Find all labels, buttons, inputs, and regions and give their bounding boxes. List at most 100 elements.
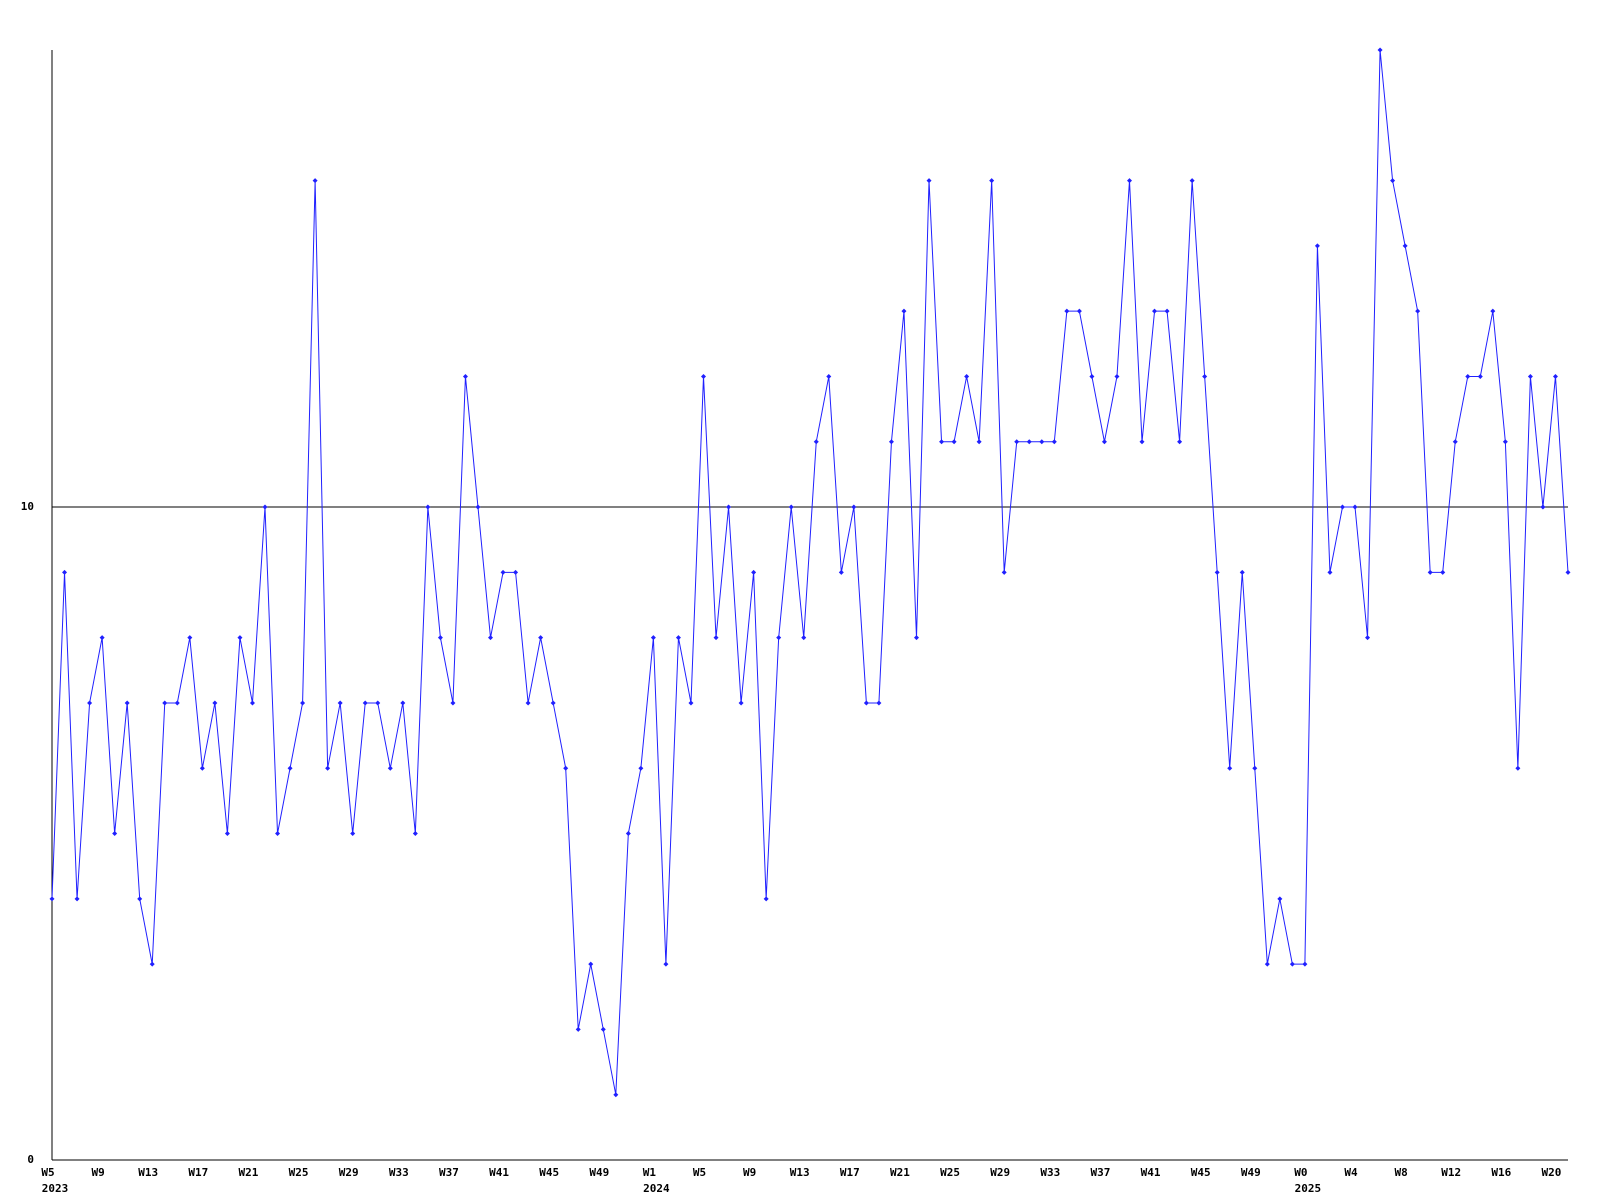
point-marker xyxy=(1515,765,1521,771)
y-tick-label: 0 xyxy=(27,1153,34,1166)
x-tick-label: W17 xyxy=(840,1166,860,1179)
point-marker xyxy=(1051,439,1057,445)
point-marker xyxy=(1214,569,1220,575)
point-marker xyxy=(1302,961,1308,967)
x-tick-label: W8 xyxy=(1394,1166,1407,1179)
point-marker xyxy=(450,700,456,706)
point-marker xyxy=(1252,765,1258,771)
point-marker xyxy=(287,765,293,771)
point-marker xyxy=(137,896,143,902)
point-marker xyxy=(1014,439,1020,445)
point-marker xyxy=(187,635,193,641)
point-marker xyxy=(325,765,331,771)
point-marker xyxy=(513,569,519,575)
point-marker xyxy=(62,569,68,575)
point-marker xyxy=(1540,504,1546,510)
point-marker xyxy=(1001,569,1007,575)
point-marker xyxy=(600,1026,606,1032)
point-marker xyxy=(550,700,556,706)
point-marker xyxy=(174,700,180,706)
point-marker xyxy=(926,178,932,184)
x-tick-label: W33 xyxy=(1040,1166,1060,1179)
point-marker xyxy=(1189,178,1195,184)
point-marker xyxy=(913,635,919,641)
x-tick-label: W41 xyxy=(489,1166,509,1179)
point-marker xyxy=(538,635,544,641)
point-marker xyxy=(437,635,443,641)
point-marker xyxy=(412,831,418,837)
point-marker xyxy=(813,439,819,445)
point-marker xyxy=(1365,635,1371,641)
point-marker xyxy=(375,700,381,706)
point-marker xyxy=(876,700,882,706)
point-marker xyxy=(1076,308,1082,314)
point-marker xyxy=(613,1092,619,1098)
point-marker xyxy=(1565,569,1571,575)
x-tick-label: W17 xyxy=(188,1166,208,1179)
point-marker xyxy=(726,504,732,510)
point-marker xyxy=(1552,373,1558,379)
point-marker xyxy=(275,831,281,837)
point-marker xyxy=(1177,439,1183,445)
point-marker xyxy=(788,504,794,510)
x-tick-label: W21 xyxy=(239,1166,259,1179)
point-marker xyxy=(1089,373,1095,379)
point-marker xyxy=(650,635,656,641)
point-marker xyxy=(1026,439,1032,445)
point-marker xyxy=(901,308,907,314)
point-marker xyxy=(1502,439,1508,445)
point-marker xyxy=(826,373,832,379)
point-marker xyxy=(99,635,105,641)
point-marker xyxy=(638,765,644,771)
point-marker xyxy=(776,635,782,641)
point-marker xyxy=(989,178,995,184)
point-marker xyxy=(249,700,255,706)
x-tick-label: W12 xyxy=(1441,1166,1461,1179)
year-label: 2023 xyxy=(42,1182,69,1195)
point-marker xyxy=(1239,569,1245,575)
point-marker xyxy=(939,439,945,445)
point-marker xyxy=(1039,439,1045,445)
x-tick-label: W49 xyxy=(589,1166,609,1179)
point-marker xyxy=(701,373,707,379)
point-marker xyxy=(1452,439,1458,445)
point-marker xyxy=(663,961,669,967)
point-marker xyxy=(124,700,130,706)
x-tick-label: W29 xyxy=(339,1166,359,1179)
point-marker xyxy=(1477,373,1483,379)
point-marker xyxy=(362,700,368,706)
line xyxy=(51,49,1569,1095)
x-tick-label: W5 xyxy=(41,1166,54,1179)
x-tick-label: W45 xyxy=(539,1166,559,1179)
point-marker xyxy=(525,700,531,706)
point-marker xyxy=(1339,504,1345,510)
point-marker xyxy=(964,373,970,379)
point-marker xyxy=(1427,569,1433,575)
x-tick-label: W0 xyxy=(1294,1166,1307,1179)
point-marker xyxy=(149,961,155,967)
point-marker xyxy=(1390,178,1396,184)
point-marker xyxy=(162,700,168,706)
point-marker xyxy=(738,700,744,706)
point-marker xyxy=(262,504,268,510)
point-marker xyxy=(838,569,844,575)
point-marker xyxy=(212,700,218,706)
x-tick-label: W9 xyxy=(743,1166,756,1179)
x-tick-label: W37 xyxy=(1090,1166,1110,1179)
point-marker xyxy=(625,831,631,837)
point-marker xyxy=(87,700,93,706)
y-tick-label: 10 xyxy=(21,500,34,513)
x-tick-label: W25 xyxy=(940,1166,960,1179)
point-marker xyxy=(1064,308,1070,314)
x-tick-label: W33 xyxy=(389,1166,409,1179)
x-tick-label: W13 xyxy=(138,1166,158,1179)
point-marker xyxy=(1352,504,1358,510)
point-marker xyxy=(951,439,957,445)
point-marker xyxy=(863,700,869,706)
point-marker xyxy=(74,896,80,902)
x-tick-label: W37 xyxy=(439,1166,459,1179)
point-marker xyxy=(801,635,807,641)
point-marker xyxy=(1264,961,1270,967)
year-label: 2025 xyxy=(1295,1182,1322,1195)
point-marker xyxy=(312,178,318,184)
